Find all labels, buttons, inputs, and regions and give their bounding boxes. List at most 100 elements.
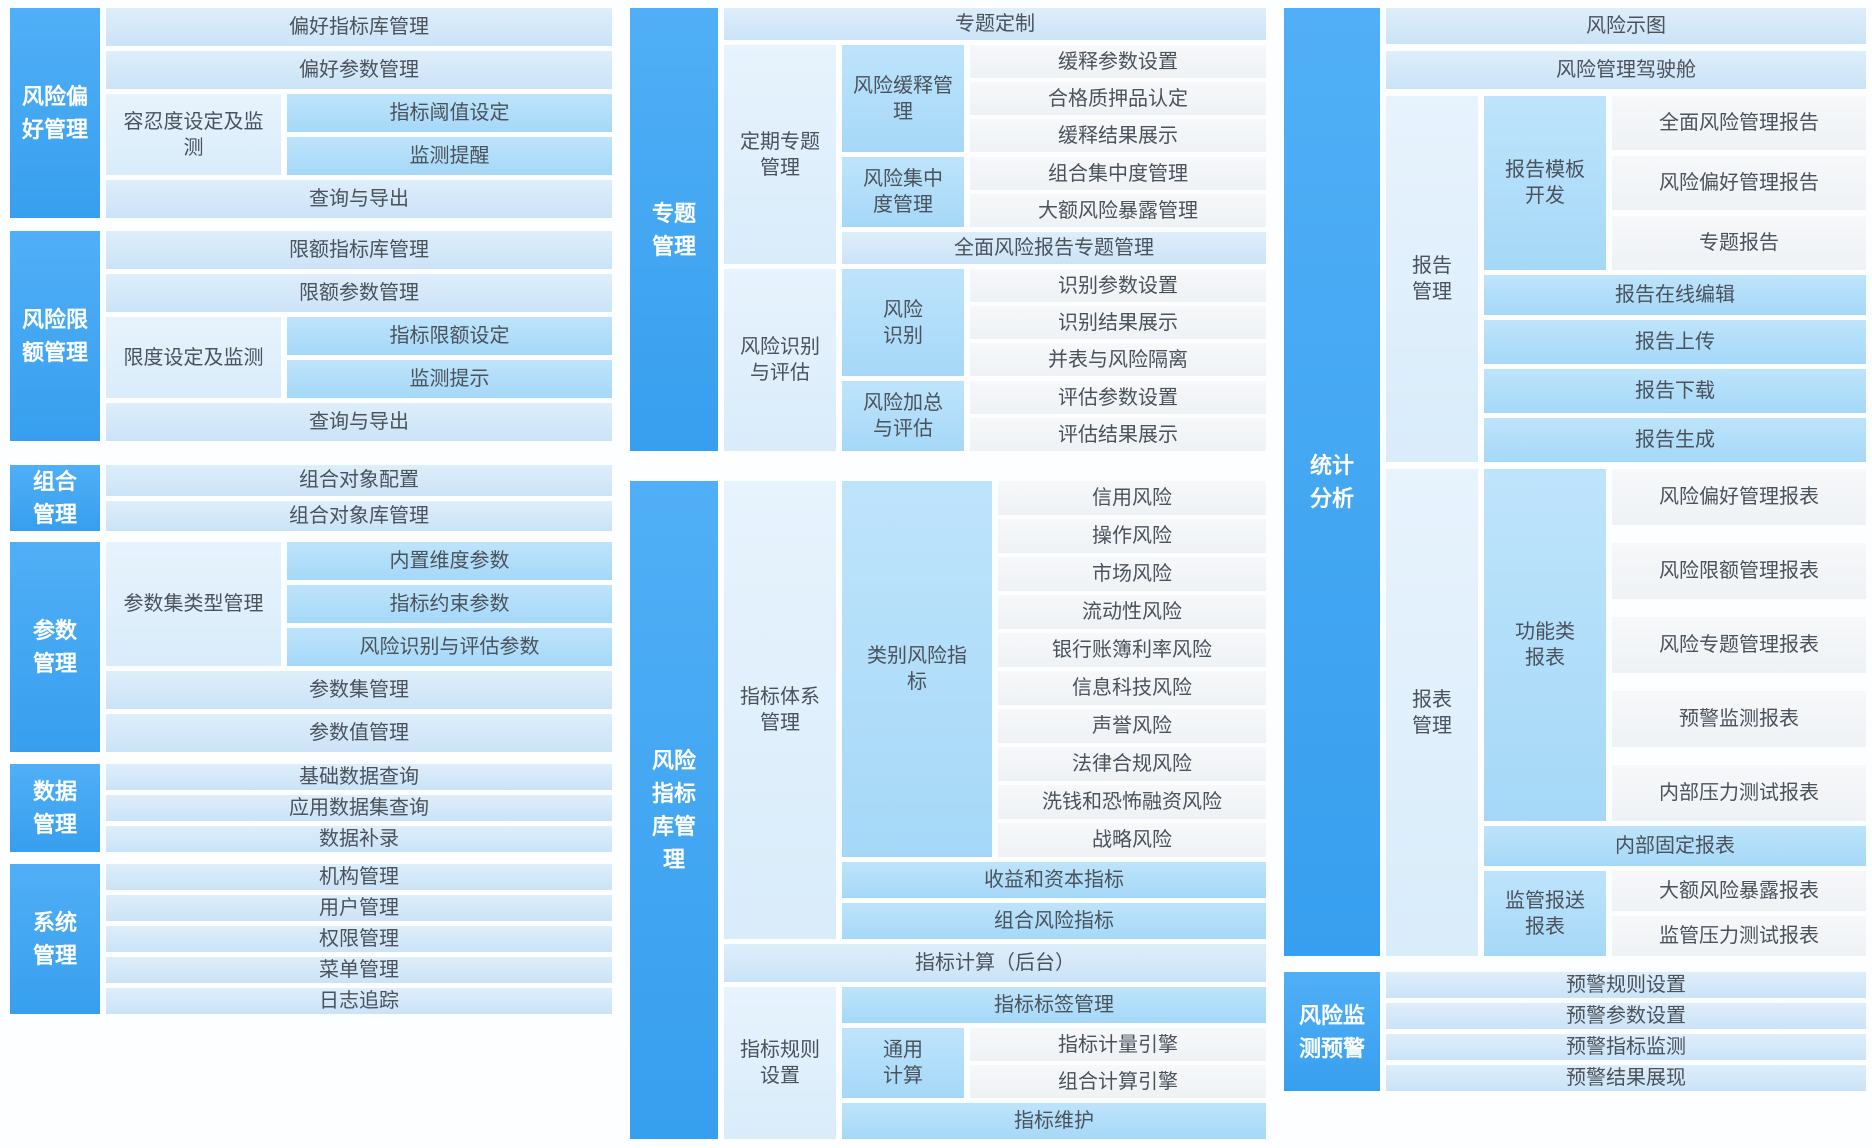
- node-report-generation: 报告生成: [1484, 418, 1866, 462]
- node-internal-stress-test-sheet: 内部压力测试报表: [1612, 765, 1866, 821]
- node-risk-type-reputation: 声誉风险: [998, 709, 1266, 743]
- node-report-online-editing: 报告在线编辑: [1484, 275, 1866, 315]
- sidebar-risk-monitoring-warning: 风险监 测预警: [1284, 972, 1380, 1091]
- section-risk-indicator-library: 风险 指标 库管 理 指标体系 管理 类别风险指 标 信用风险 操作风险 市场风…: [630, 481, 1266, 1139]
- node-internal-fixed-sheet: 内部固定报表: [1484, 826, 1866, 866]
- section-risk-preference-management: 风险偏 好管理 偏好指标库管理 偏好参数管理 容忍度设定及监 测 指标阈值设定 …: [10, 8, 612, 218]
- sidebar-data-management: 数据 管理: [10, 764, 100, 852]
- node-evaluation-parameter-setting: 评估参数设置: [970, 381, 1266, 414]
- data-content: 基础数据查询 应用数据集查询 数据补录: [106, 764, 612, 852]
- group-sheet-management: 报表 管理 功能类 报表 风险偏好管理报表 风险限额管理报表 风险专题管理报表 …: [1386, 469, 1866, 956]
- portfolio-content: 组合对象配置 组合对象库管理: [106, 465, 612, 531]
- group-risk-identification: 风险 识别 识别参数设置 识别结果展示 并表与风险隔离: [842, 269, 1266, 376]
- group-regulatory-sheets: 监管报送 报表 大额风险暴露报表 监管压力测试报表: [1484, 871, 1866, 956]
- report-template-children: 全面风险管理报告 风险偏好管理报告 专题报告: [1612, 96, 1866, 270]
- group-report-template-development: 报告模板 开发 全面风险管理报告 风险偏好管理报告 专题报告: [1484, 96, 1866, 270]
- node-risk-diagram: 风险示图: [1386, 8, 1866, 44]
- group-common-calculation: 通用 计算 指标计量引擎 组合计算引擎: [842, 1028, 1266, 1098]
- risk-limit-content: 限额指标库管理 限额参数管理 限度设定及监测 指标限额设定 监测提示 查询与导出: [106, 231, 612, 441]
- node-limit-parameter-management: 限额参数管理: [106, 274, 612, 312]
- risk-preference-content: 偏好指标库管理 偏好参数管理 容忍度设定及监 测 指标阈值设定 监测提醒 查询与…: [106, 8, 612, 218]
- section-parameter-management: 参数 管理 参数集类型管理 内置维度参数 指标约束参数 风险识别与评估参数 参数…: [10, 542, 612, 752]
- node-warning-indicator-monitoring: 预警指标监测: [1386, 1034, 1866, 1060]
- node-topic-customization: 专题定制: [724, 8, 1266, 40]
- parameter-set-type-children: 内置维度参数 指标约束参数 风险识别与评估参数: [287, 542, 612, 666]
- sheet-management-children: 功能类 报表 风险偏好管理报表 风险限额管理报表 风险专题管理报表 预警监测报表…: [1484, 469, 1866, 956]
- risk-concentration-children: 组合集中度管理 大额风险暴露管理: [970, 157, 1266, 227]
- node-topic-report: 专题报告: [1612, 216, 1866, 270]
- group-limit-setting: 限度设定及监测 指标限额设定 监测提示: [106, 317, 612, 398]
- node-warning-result-display: 预警结果展现: [1386, 1065, 1866, 1091]
- node-periodic-topic-management: 定期专题 管理: [724, 45, 836, 264]
- indicator-system-children: 类别风险指 标 信用风险 操作风险 市场风险 流动性风险 银行账簿利率风险 信息…: [842, 481, 1266, 939]
- node-warning-monitoring-sheet: 预警监测报表: [1612, 691, 1866, 747]
- section-system-management: 系统 管理 机构管理 用户管理 权限管理 菜单管理 日志追踪: [10, 864, 612, 1014]
- node-risk-ident-eval: 风险识别 与评估: [724, 269, 836, 451]
- node-indicator-maintenance: 指标维护: [842, 1103, 1266, 1139]
- group-risk-mitigation: 风险缓释管 理 缓释参数设置 合格质押品认定 缓释结果展示: [842, 45, 1266, 152]
- node-risk-management-cockpit: 风险管理驾驶舱: [1386, 51, 1866, 89]
- group-report-management: 报告 管理 报告模板 开发 全面风险管理报告 风险偏好管理报告 专题报告 报告在…: [1386, 96, 1866, 462]
- node-portfolio-object-library: 组合对象库管理: [106, 500, 612, 531]
- node-preference-parameter-management: 偏好参数管理: [106, 51, 612, 89]
- node-builtin-dimension-parameter: 内置维度参数: [287, 542, 612, 580]
- limit-setting-children: 指标限额设定 监测提示: [287, 317, 612, 398]
- node-risk-type-it: 信息科技风险: [998, 671, 1266, 705]
- section-statistical-analysis: 统计 分析 风险示图 风险管理驾驶舱 报告 管理 报告模板 开发 全面风险管理报…: [1284, 8, 1866, 956]
- node-limit-indicator-library: 限额指标库管理: [106, 231, 612, 269]
- node-full-risk-management-report: 全面风险管理报告: [1612, 96, 1866, 150]
- risk-aggregation-children: 评估参数设置 评估结果展示: [970, 381, 1266, 451]
- node-portfolio-risk-indicator: 组合风险指标: [842, 903, 1266, 939]
- node-report-template-development: 报告模板 开发: [1484, 96, 1606, 270]
- node-consolidation-risk-isolation: 并表与风险隔离: [970, 343, 1266, 376]
- node-indicator-constraint-parameter: 指标约束参数: [287, 585, 612, 623]
- node-income-capital-indicator: 收益和资本指标: [842, 862, 1266, 898]
- group-indicator-system-management: 指标体系 管理 类别风险指 标 信用风险 操作风险 市场风险 流动性风险 银行账…: [724, 481, 1266, 939]
- node-parameter-set-type-management: 参数集类型管理: [106, 542, 281, 666]
- functional-sheets-children: 风险偏好管理报表 风险限额管理报表 风险专题管理报表 预警监测报表 内部压力测试…: [1612, 469, 1866, 821]
- right-column: 统计 分析 风险示图 风险管理驾驶舱 报告 管理 报告模板 开发 全面风险管理报…: [1284, 8, 1866, 1148]
- risk-monitoring-content: 预警规则设置 预警参数设置 预警指标监测 预警结果展现: [1386, 972, 1866, 1091]
- group-risk-concentration: 风险集中 度管理 组合集中度管理 大额风险暴露管理: [842, 157, 1266, 227]
- node-mitigation-result-display: 缓释结果展示: [970, 119, 1266, 152]
- node-preference-indicator-library: 偏好指标库管理: [106, 8, 612, 46]
- group-tolerance-setting: 容忍度设定及监 测 指标阈值设定 监测提醒: [106, 94, 612, 175]
- node-risk-type-banking-book-interest-rate: 银行账簿利率风险: [998, 633, 1266, 667]
- node-risk-type-strategic: 战略风险: [998, 823, 1266, 857]
- node-risk-type-legal-compliance: 法律合规风险: [998, 747, 1266, 781]
- node-risk-topic-management-sheet: 风险专题管理报表: [1612, 617, 1866, 673]
- node-risk-concentration-management: 风险集中 度管理: [842, 157, 964, 227]
- section-topic-management: 专题 管理 专题定制 定期专题 管理 风险缓释管 理 缓释参数设置 合格质押品认…: [630, 8, 1266, 451]
- section-data-management: 数据 管理 基础数据查询 应用数据集查询 数据补录: [10, 764, 612, 852]
- tolerance-children: 指标阈值设定 监测提醒: [287, 94, 612, 175]
- periodic-topic-children: 风险缓释管 理 缓释参数设置 合格质押品认定 缓释结果展示 风险集中 度管理 组…: [842, 45, 1266, 264]
- sidebar-topic-management: 专题 管理: [630, 8, 718, 451]
- indicator-rule-children: 指标标签管理 通用 计算 指标计量引擎 组合计算引擎 指标维护: [842, 987, 1266, 1139]
- section-risk-limit-management: 风险限 额管理 限额指标库管理 限额参数管理 限度设定及监测 指标限额设定 监测…: [10, 231, 612, 441]
- node-indicator-measurement-engine: 指标计量引擎: [970, 1028, 1266, 1061]
- sidebar-statistical-analysis: 统计 分析: [1284, 8, 1380, 956]
- node-limit-setting-monitoring: 限度设定及监测: [106, 317, 281, 398]
- node-indicator-tag-management: 指标标签管理: [842, 987, 1266, 1023]
- node-identification-result-display: 识别结果展示: [970, 306, 1266, 339]
- node-risk-type-operational: 操作风险: [998, 519, 1266, 553]
- left-column: 风险偏 好管理 偏好指标库管理 偏好参数管理 容忍度设定及监 测 指标阈值设定 …: [10, 8, 612, 1148]
- node-sheet-management: 报表 管理: [1386, 469, 1478, 956]
- sidebar-parameter-management: 参数 管理: [10, 542, 100, 752]
- node-mitigation-parameter-setting: 缓释参数设置: [970, 45, 1266, 78]
- indicator-library-content: 指标体系 管理 类别风险指 标 信用风险 操作风险 市场风险 流动性风险 银行账…: [724, 481, 1266, 1139]
- node-indicator-limit-setting: 指标限额设定: [287, 317, 612, 355]
- node-risk-type-liquidity: 流动性风险: [998, 595, 1266, 629]
- node-report-management: 报告 管理: [1386, 96, 1478, 462]
- node-report-upload: 报告上传: [1484, 320, 1866, 364]
- node-large-exposure-sheet: 大额风险暴露报表: [1612, 871, 1866, 911]
- node-risk-type-market: 市场风险: [998, 557, 1266, 591]
- node-regulatory-stress-test-sheet: 监管压力测试报表: [1612, 916, 1866, 956]
- sidebar-portfolio-management: 组合 管理: [10, 465, 100, 531]
- node-permission-management: 权限管理: [106, 926, 612, 952]
- node-eligible-collateral-recognition: 合格质押品认定: [970, 82, 1266, 115]
- middle-column: 专题 管理 专题定制 定期专题 管理 风险缓释管 理 缓释参数设置 合格质押品认…: [630, 8, 1266, 1148]
- group-category-risk-indicator: 类别风险指 标 信用风险 操作风险 市场风险 流动性风险 银行账簿利率风险 信息…: [842, 481, 1266, 857]
- node-menu-management: 菜单管理: [106, 957, 612, 983]
